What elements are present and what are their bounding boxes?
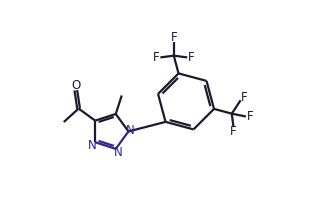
Text: N: N bbox=[126, 123, 135, 136]
Text: N: N bbox=[88, 139, 96, 152]
Text: F: F bbox=[241, 91, 247, 104]
Text: F: F bbox=[153, 51, 159, 64]
Text: F: F bbox=[188, 51, 195, 64]
Text: F: F bbox=[230, 125, 237, 138]
Text: O: O bbox=[71, 79, 80, 92]
Text: F: F bbox=[247, 110, 253, 123]
Text: N: N bbox=[114, 146, 122, 159]
Text: F: F bbox=[170, 32, 177, 45]
